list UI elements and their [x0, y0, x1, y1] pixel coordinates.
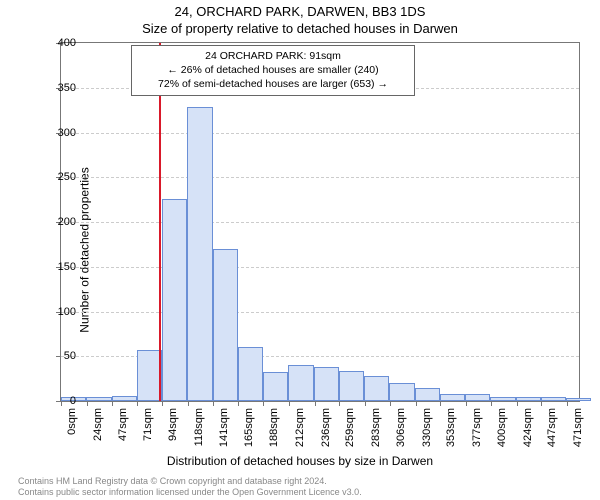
histogram-bar	[263, 372, 288, 401]
annotation-line2: ← 26% of detached houses are smaller (24…	[138, 63, 408, 77]
x-tick-mark	[238, 401, 239, 406]
histogram-bar	[440, 394, 465, 401]
annotation-box: 24 ORCHARD PARK: 91sqm ← 26% of detached…	[131, 45, 415, 96]
x-tick-mark	[541, 401, 542, 406]
x-tick-label: 471sqm	[572, 408, 584, 448]
x-tick-mark	[137, 401, 138, 406]
histogram-bar	[415, 388, 440, 401]
y-tick-label: 250	[44, 171, 76, 183]
y-tick-label: 300	[44, 127, 76, 139]
histogram-bar	[389, 383, 414, 401]
x-tick-mark	[339, 401, 340, 406]
gridline	[61, 133, 579, 134]
histogram-bar	[187, 107, 212, 401]
annotation-line3: 72% of semi-detached houses are larger (…	[138, 77, 408, 91]
x-tick-mark	[491, 401, 492, 406]
histogram-bar	[314, 367, 339, 401]
x-tick-mark	[263, 401, 264, 406]
gridline	[61, 312, 579, 313]
x-tick-label: 188sqm	[268, 408, 280, 448]
x-tick-label: 259sqm	[344, 408, 356, 448]
gridline	[61, 222, 579, 223]
x-tick-mark	[365, 401, 366, 406]
histogram-bar	[86, 397, 111, 401]
histogram-bar	[364, 376, 389, 401]
x-tick-label: 141sqm	[218, 408, 230, 448]
x-tick-label: 212sqm	[294, 408, 306, 448]
histogram-bar	[238, 347, 263, 401]
x-tick-mark	[213, 401, 214, 406]
x-tick-mark	[87, 401, 88, 406]
x-tick-label: 24sqm	[92, 408, 104, 448]
x-tick-label: 424sqm	[522, 408, 534, 448]
histogram-bar	[516, 397, 541, 401]
y-tick-label: 400	[44, 37, 76, 49]
x-tick-label: 353sqm	[445, 408, 457, 448]
y-tick-label: 200	[44, 216, 76, 228]
histogram-bar	[288, 365, 313, 401]
y-tick-label: 150	[44, 261, 76, 273]
y-tick-label: 50	[44, 350, 76, 362]
x-tick-mark	[440, 401, 441, 406]
histogram-bar	[112, 396, 137, 401]
x-tick-label: 447sqm	[546, 408, 558, 448]
histogram-bar	[213, 249, 238, 401]
y-tick-label: 100	[44, 306, 76, 318]
gridline	[61, 267, 579, 268]
chart-container: 24, ORCHARD PARK, DARWEN, BB3 1DS Size o…	[0, 0, 600, 500]
chart-title-line1: 24, ORCHARD PARK, DARWEN, BB3 1DS	[0, 4, 600, 19]
x-tick-mark	[162, 401, 163, 406]
gridline	[61, 177, 579, 178]
reference-line	[159, 43, 161, 401]
histogram-bar	[566, 398, 591, 401]
x-tick-label: 0sqm	[66, 408, 78, 448]
x-tick-mark	[517, 401, 518, 406]
histogram-bar	[541, 397, 566, 401]
histogram-bar	[465, 394, 490, 401]
attribution-line2: Contains public sector information licen…	[18, 487, 590, 498]
x-tick-label: 236sqm	[320, 408, 332, 448]
x-tick-mark	[567, 401, 568, 406]
x-tick-label: 47sqm	[117, 408, 129, 448]
x-tick-label: 330sqm	[421, 408, 433, 448]
attribution: Contains HM Land Registry data © Crown c…	[18, 476, 590, 499]
x-tick-mark	[416, 401, 417, 406]
histogram-bar	[162, 199, 187, 401]
x-tick-mark	[315, 401, 316, 406]
x-tick-label: 118sqm	[193, 408, 205, 448]
x-tick-label: 400sqm	[496, 408, 508, 448]
x-tick-label: 71sqm	[142, 408, 154, 448]
x-tick-label: 165sqm	[243, 408, 255, 448]
histogram-bar	[339, 371, 364, 401]
x-tick-label: 94sqm	[167, 408, 179, 448]
histogram-bar	[490, 397, 515, 401]
y-tick-label: 350	[44, 82, 76, 94]
x-tick-label: 306sqm	[395, 408, 407, 448]
x-axis-label: Distribution of detached houses by size …	[0, 454, 600, 468]
x-tick-label: 377sqm	[471, 408, 483, 448]
x-tick-mark	[390, 401, 391, 406]
x-tick-mark	[466, 401, 467, 406]
x-tick-mark	[112, 401, 113, 406]
x-tick-mark	[188, 401, 189, 406]
chart-title-line2: Size of property relative to detached ho…	[0, 21, 600, 36]
plot-area: 24 ORCHARD PARK: 91sqm ← 26% of detached…	[60, 42, 580, 402]
y-tick-label: 0	[44, 395, 76, 407]
x-tick-label: 283sqm	[370, 408, 382, 448]
annotation-line1: 24 ORCHARD PARK: 91sqm	[138, 49, 408, 63]
attribution-line1: Contains HM Land Registry data © Crown c…	[18, 476, 590, 487]
x-tick-mark	[289, 401, 290, 406]
